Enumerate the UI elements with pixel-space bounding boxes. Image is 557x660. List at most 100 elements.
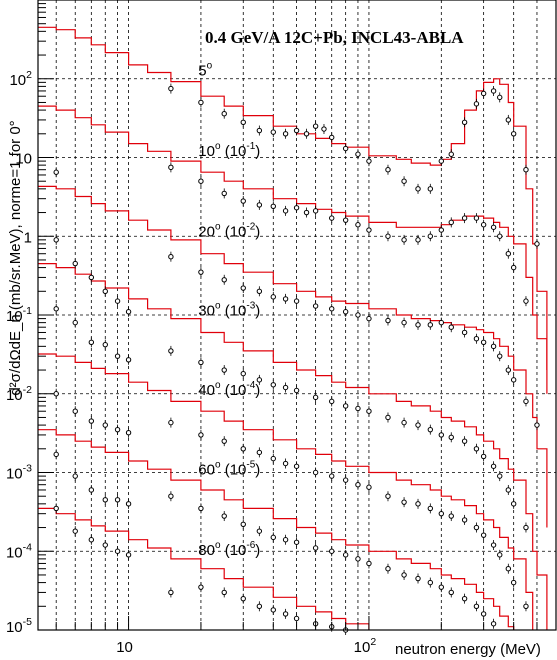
point-marker [497, 94, 503, 101]
point-marker [125, 552, 132, 558]
point-marker [473, 215, 480, 221]
point-marker [342, 477, 349, 483]
data-point [270, 127, 276, 138]
point-marker [282, 537, 289, 543]
point-marker [490, 88, 497, 94]
point-marker [505, 487, 512, 493]
point-marker [427, 233, 434, 239]
data-point [312, 205, 319, 216]
point-marker [385, 317, 391, 324]
point-marker [448, 513, 454, 519]
series-label: 10o (10-1) [198, 141, 260, 160]
point-marker [168, 589, 174, 596]
data-point [401, 569, 407, 580]
data-point [438, 317, 445, 328]
data-point [270, 453, 276, 464]
data-point [366, 225, 372, 236]
point-marker [312, 394, 319, 401]
point-marker [461, 438, 468, 444]
data-point [270, 291, 276, 302]
point-marker [510, 131, 517, 137]
point-marker [221, 513, 227, 519]
point-marker [505, 251, 512, 257]
data-point [415, 319, 421, 330]
point-marker [497, 552, 503, 558]
data-point [102, 339, 108, 350]
point-marker [401, 178, 407, 184]
point-marker [53, 391, 59, 397]
point-marker [256, 603, 263, 609]
point-marker [510, 579, 517, 586]
data-point [523, 396, 529, 407]
point-marker [221, 438, 227, 444]
point-marker [312, 303, 319, 309]
point-marker [256, 202, 263, 208]
data-point [256, 447, 263, 458]
data-point [427, 424, 434, 435]
data-point [303, 207, 310, 218]
series-label: 60o (10-5) [198, 459, 260, 478]
data-point [270, 604, 276, 615]
data-point [523, 164, 529, 175]
model-curve [38, 105, 548, 394]
data-point [198, 267, 204, 278]
point-marker [240, 285, 246, 291]
point-marker [270, 607, 276, 613]
point-marker [461, 215, 468, 221]
point-marker [427, 505, 434, 512]
data-point [198, 97, 204, 108]
point-marker [256, 377, 263, 383]
point-marker [88, 274, 95, 281]
y-tick-label: 10 [15, 151, 32, 168]
data-point [415, 183, 421, 194]
point-marker [534, 422, 540, 428]
point-marker [427, 426, 434, 433]
point-marker [497, 353, 503, 359]
data-point [448, 511, 454, 522]
data-point [490, 461, 497, 472]
data-point [401, 417, 407, 428]
data-point [221, 108, 227, 119]
data-point [329, 303, 335, 314]
point-marker [125, 501, 132, 507]
data-point [473, 333, 480, 344]
series-label: 5o [198, 60, 212, 79]
data-point [88, 416, 95, 427]
point-marker [427, 186, 434, 192]
data-point [198, 429, 204, 440]
point-marker [312, 123, 319, 129]
point-marker [270, 534, 276, 541]
data-point [448, 149, 454, 160]
point-marker [401, 319, 407, 326]
data-point [366, 313, 372, 324]
data-point [355, 403, 361, 414]
point-marker [221, 190, 227, 197]
point-marker [88, 487, 95, 493]
data-point [125, 306, 132, 317]
point-marker [342, 217, 349, 223]
point-marker [415, 186, 421, 192]
point-marker [473, 446, 480, 452]
data-point [221, 511, 227, 522]
point-marker [88, 537, 95, 543]
data-point [448, 587, 454, 598]
data-point [240, 117, 246, 128]
data-point [293, 537, 300, 548]
data-point [114, 494, 121, 505]
point-marker [72, 319, 78, 326]
point-marker [355, 405, 361, 412]
data-point [401, 317, 407, 328]
point-marker [480, 339, 487, 346]
data-point [329, 396, 335, 407]
data-point [72, 258, 78, 269]
data-point [293, 296, 300, 307]
point-marker [480, 90, 487, 97]
data-point [53, 234, 59, 245]
point-marker [168, 419, 174, 426]
data-point [342, 306, 349, 317]
data-point [490, 540, 497, 551]
data-point [497, 351, 503, 362]
chart-title: 0.4 GeV/A 12C+Pb, INCL43-ABLA [205, 28, 464, 47]
point-marker [114, 497, 121, 503]
data-point [102, 494, 108, 505]
